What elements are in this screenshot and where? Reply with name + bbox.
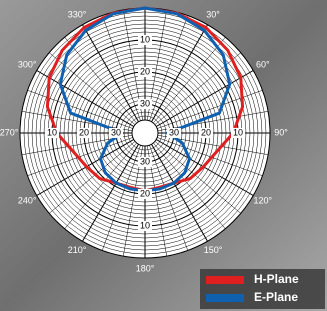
r-tick-label: 20 xyxy=(140,188,150,198)
theta-tick-label: 210° xyxy=(68,245,87,255)
theta-tick-label: 240° xyxy=(18,195,37,205)
r-tick-label: 20 xyxy=(201,127,211,137)
theta-tick-label: 0° xyxy=(141,0,150,1)
theta-tick-label: 150° xyxy=(204,245,223,255)
theta-tick-label: 180° xyxy=(136,263,155,273)
theta-tick-label: 120° xyxy=(253,195,272,205)
center-hole xyxy=(132,120,158,146)
r-tick-label: 10 xyxy=(233,127,243,137)
r-tick-label: 10 xyxy=(140,34,150,44)
r-tick-label: 30 xyxy=(140,156,150,166)
r-tick-label: 20 xyxy=(140,66,150,76)
legend-swatch xyxy=(206,294,244,302)
r-tick-label: 10 xyxy=(140,220,150,230)
chart: 0° 30° 60° 90° 120° 150° 180° 210° 240° 270° 300° 3… xyxy=(0,0,327,311)
legend-label: H-Plane xyxy=(254,272,299,286)
theta-tick-label: 300° xyxy=(18,59,37,69)
theta-tick-label: 30° xyxy=(206,10,220,20)
r-tick-label: 30 xyxy=(140,98,150,108)
theta-tick-label: 60° xyxy=(256,59,270,69)
r-tick-label: 30 xyxy=(169,127,179,137)
r-tick-label: 30 xyxy=(111,127,121,137)
legend-label: E-Plane xyxy=(254,290,298,304)
legend-swatch xyxy=(206,276,244,284)
theta-tick-label: 330° xyxy=(68,10,87,20)
r-tick-label: 20 xyxy=(79,127,89,137)
theta-tick-label: 90° xyxy=(274,127,288,137)
theta-tick-label: 270° xyxy=(0,127,19,137)
r-tick-label: 10 xyxy=(47,127,57,137)
